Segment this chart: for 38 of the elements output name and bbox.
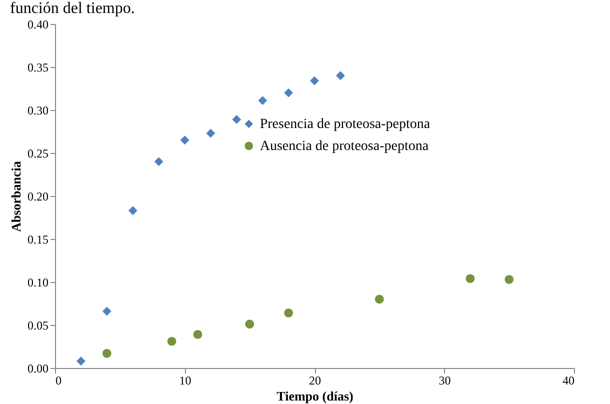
point [193,330,202,339]
y-tick-label: 0.40 [28,18,48,32]
point [206,128,216,138]
x-tick-label: 20 [309,374,321,388]
x-tick-label: 40 [562,374,574,388]
point [504,274,514,284]
point [102,348,112,358]
y-tick-label: 0.20 [28,190,48,204]
point [284,88,294,98]
point [466,274,475,284]
point [102,306,112,316]
point [167,336,176,346]
y-tick-label: 0.25 [28,146,48,160]
point [232,114,242,124]
x-axis-title: Tiempo (días) [276,388,354,404]
point [310,76,319,86]
y-tick-label: 0.05 [28,318,48,332]
point [180,136,190,145]
point [245,320,254,329]
point [154,157,164,166]
legend-label: Presencia de proteosa-peptona [260,116,431,132]
y-tick-label: 0.10 [28,276,48,290]
x-tick-label: 0 [56,374,62,388]
point [128,206,138,216]
point [336,71,345,80]
y-tick-label: 0.35 [28,60,48,74]
legend-label: Ausencia de proteosa-peptona [260,138,430,154]
point [76,356,86,366]
chart-title: función del tiempo. [10,0,135,17]
x-tick-label: 30 [438,374,451,388]
y-axis-title: Absorbancia [8,160,24,232]
y-tick-label: 0.00 [28,362,48,376]
y-tick-label: 0.15 [28,232,48,246]
point [374,294,384,304]
point [284,308,294,318]
point [258,96,268,106]
x-tick-label: 10 [179,374,192,388]
y-tick-label: 0.30 [28,104,48,118]
